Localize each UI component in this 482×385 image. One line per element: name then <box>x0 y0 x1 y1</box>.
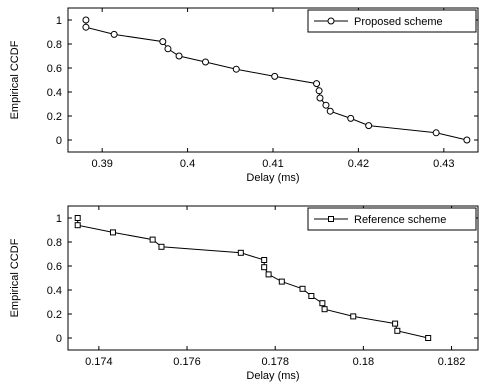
data-point <box>110 30 118 38</box>
x-tick-label: 0.178 <box>261 356 289 368</box>
y-tick-label: 0.8 <box>47 39 62 51</box>
x-tick-label: 0.18 <box>353 356 374 368</box>
legend-box <box>307 207 477 231</box>
x-tick-label: 0.42 <box>348 158 369 170</box>
data-point <box>237 249 244 256</box>
data-point <box>392 320 399 327</box>
x-tick-label: 0.174 <box>85 356 113 368</box>
y-tick-label: 0.4 <box>47 87 62 99</box>
legend-marker <box>328 216 334 222</box>
data-point <box>261 264 268 271</box>
data-point <box>164 45 172 53</box>
legend: Reference scheme <box>307 207 477 231</box>
legend-label: Proposed scheme <box>354 16 443 28</box>
y-axis-label: Empirical CCDF <box>9 238 21 317</box>
y-tick-label: 0 <box>56 333 62 345</box>
data-point <box>326 107 334 115</box>
data-point <box>82 16 90 24</box>
data-point <box>432 129 440 137</box>
legend: Proposed scheme <box>307 9 477 33</box>
x-tick-label: 0.176 <box>173 356 201 368</box>
data-point <box>149 236 156 243</box>
legend-marker <box>327 17 335 25</box>
x-tick-label: 0.182 <box>438 356 466 368</box>
data-point <box>74 215 81 221</box>
data-point <box>308 293 315 299</box>
series-line <box>77 218 429 339</box>
data-point <box>261 257 268 263</box>
data-point <box>394 327 401 334</box>
y-tick-label: 0.6 <box>47 63 62 75</box>
x-axis-label: Delay (ms) <box>246 370 299 382</box>
y-axis-label: Empirical CCDF <box>9 40 21 119</box>
data-point <box>321 306 328 313</box>
data-point <box>271 72 279 80</box>
data-point <box>316 94 324 102</box>
data-point <box>278 278 285 285</box>
series-line <box>85 20 468 141</box>
data-point <box>315 87 323 95</box>
data-point <box>365 122 373 130</box>
data-point <box>109 229 116 236</box>
data-point <box>425 335 432 341</box>
x-tick-label: 0.39 <box>91 158 112 170</box>
y-tick-label: 1 <box>56 213 62 225</box>
y-tick-label: 0.2 <box>47 111 62 123</box>
data-point <box>347 114 355 122</box>
data-point <box>265 271 272 278</box>
legend-label: Reference scheme <box>354 214 446 226</box>
data-point <box>299 285 306 292</box>
chart-panel-2: 0.174 0.176 0.178 0.18 0.182 0 0.2 0.4 0.6 0.8 1 De… <box>9 205 479 382</box>
axes-frame <box>67 205 479 351</box>
y-tick-label: 0.6 <box>47 261 62 273</box>
data-point <box>159 38 167 46</box>
data-point <box>232 65 240 73</box>
y-tick-label: 0 <box>56 135 62 147</box>
y-tick-label: 0.8 <box>47 237 62 249</box>
data-point <box>82 23 90 31</box>
data-point <box>175 52 183 60</box>
data-point <box>158 243 165 250</box>
x-tick-label: 0.4 <box>180 158 195 170</box>
x-tick-label: 0.41 <box>262 158 283 170</box>
data-point <box>350 313 357 320</box>
data-point <box>322 101 330 109</box>
data-point <box>74 222 81 229</box>
y-tick-label: 1 <box>56 15 62 27</box>
x-axis-label: Delay (ms) <box>246 172 299 184</box>
legend-box <box>307 9 477 33</box>
x-tick-label: 0.43 <box>433 158 454 170</box>
data-point <box>319 300 326 307</box>
chart-panel-1: 0.39 0.4 0.41 0.42 0.43 0 0.2 0.4 0.6 0.8 1 Delay (… <box>9 7 479 184</box>
data-point <box>463 136 471 144</box>
data-point <box>202 58 210 66</box>
y-tick-label: 0.4 <box>47 285 62 297</box>
y-tick-label: 0.2 <box>47 309 62 321</box>
data-point <box>313 80 321 88</box>
